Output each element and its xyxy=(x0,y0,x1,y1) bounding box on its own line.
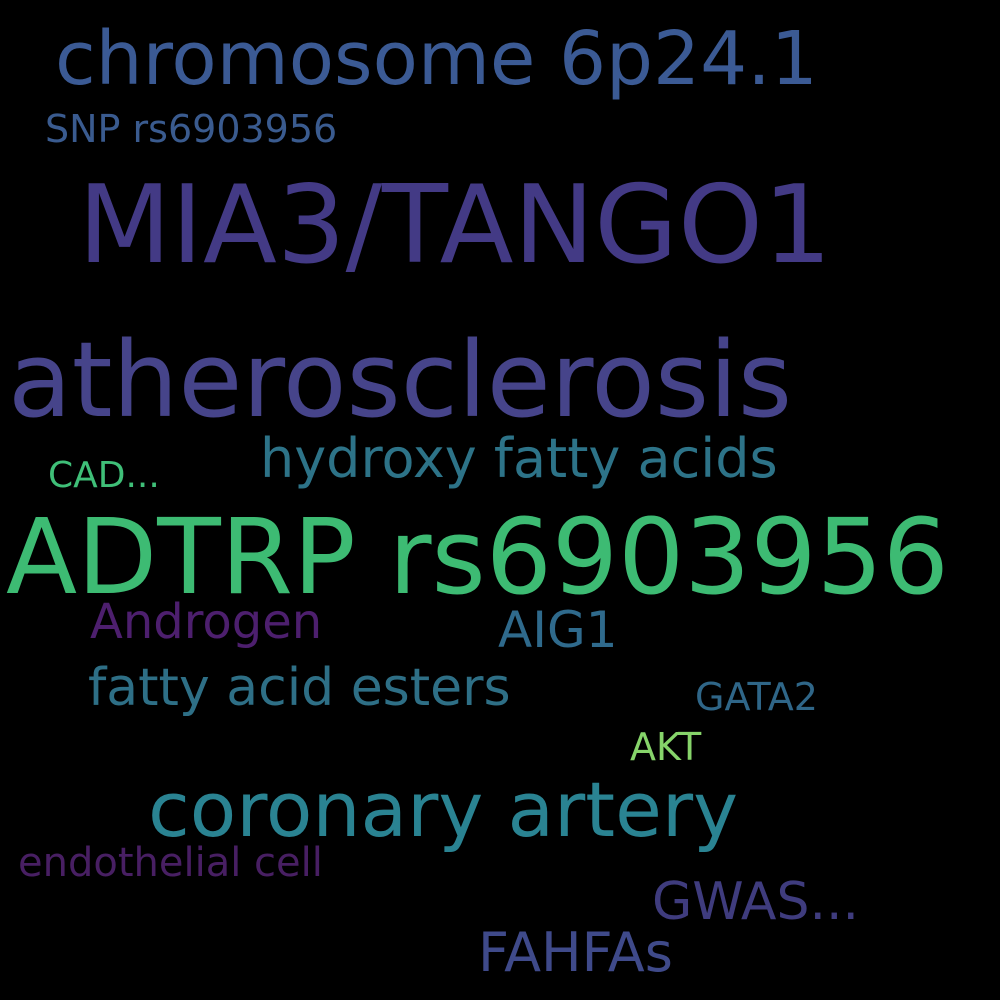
word-fatty-acid-esters: fatty acid esters xyxy=(88,658,511,718)
word-mia3-tango1: MIA3/TANGO1 xyxy=(78,163,832,288)
word-akt: AKT xyxy=(630,725,702,769)
word-cad: CAD... xyxy=(48,455,160,496)
word-hydroxy-fatty-acids: hydroxy fatty acids xyxy=(260,427,778,490)
word-chromosome-6p24-1: chromosome 6p24.1 xyxy=(55,16,818,102)
word-fahfas: FAHFAs xyxy=(478,921,673,984)
word-atherosclerosis: atherosclerosis xyxy=(8,319,793,441)
word-adtrp-rs6903956: ADTRP rs6903956 xyxy=(6,496,949,618)
word-androgen: Androgen xyxy=(90,594,323,650)
word-gata2: GATA2 xyxy=(695,675,818,719)
word-coronary-artery: coronary artery xyxy=(148,765,739,854)
word-snp-rs6903956: SNP rs6903956 xyxy=(45,107,338,151)
word-gwas: GWAS... xyxy=(652,872,860,932)
word-endothelial-cell: endothelial cell xyxy=(18,840,323,886)
word-aig1: AIG1 xyxy=(498,601,618,659)
